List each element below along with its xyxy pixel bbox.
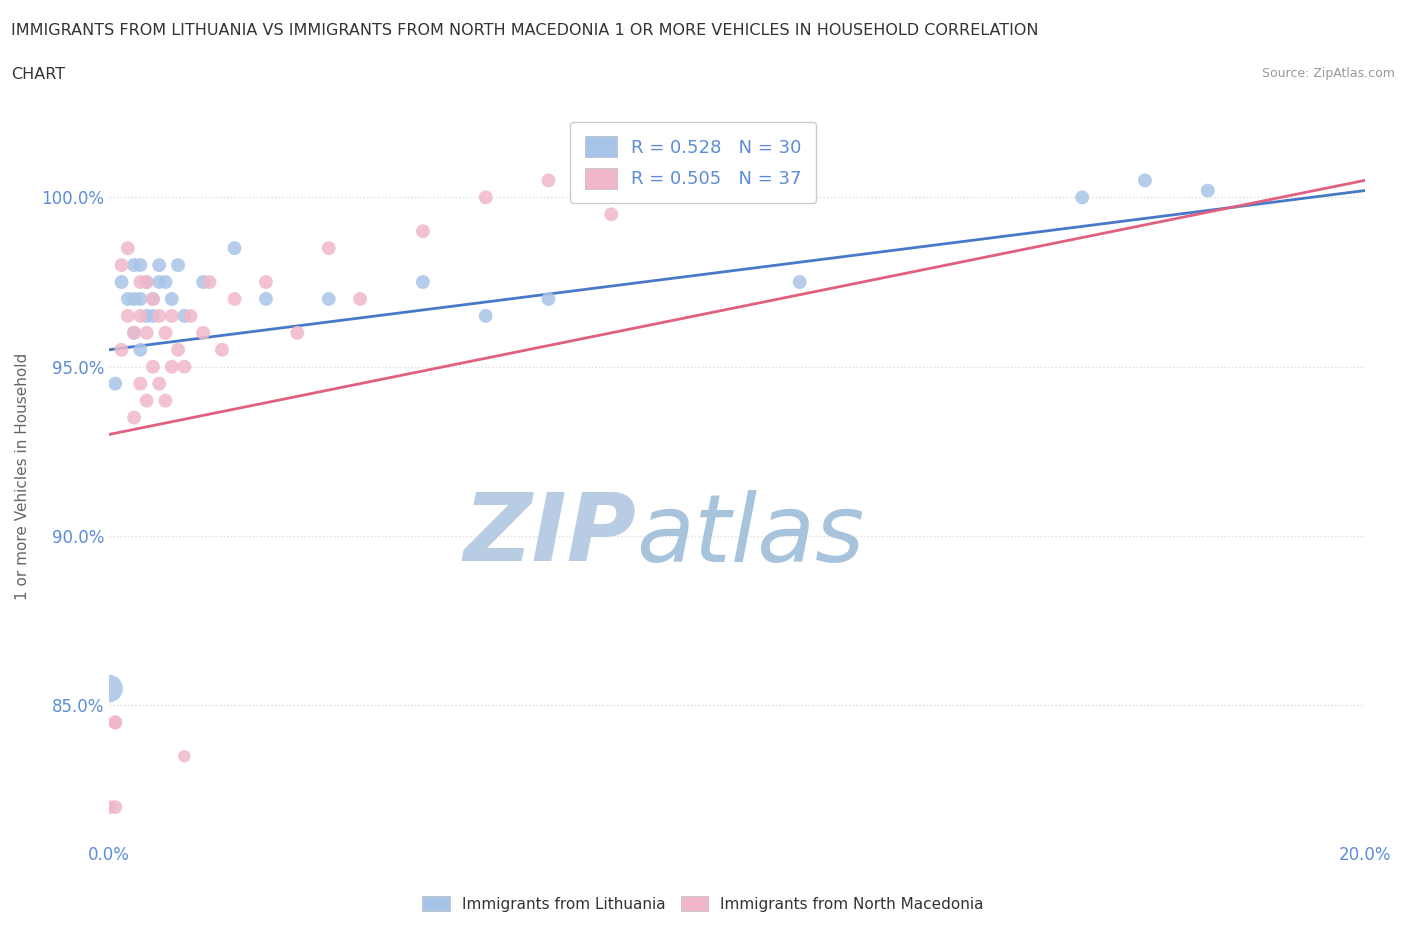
Point [537,173,560,188]
Point [135,274,157,289]
Point [129,291,152,306]
Point [117,309,139,324]
Point [537,291,560,306]
Point [129,258,152,272]
Text: CHART: CHART [11,67,65,82]
Point [160,309,183,324]
Y-axis label: 1 or more Vehicles in Household: 1 or more Vehicles in Household [15,353,30,601]
Point [173,309,195,324]
Point [110,342,132,357]
Point [142,309,165,324]
Text: atlas: atlas [637,489,865,580]
Text: IMMIGRANTS FROM LITHUANIA VS IMMIGRANTS FROM NORTH MACEDONIA 1 OR MORE VEHICLES : IMMIGRANTS FROM LITHUANIA VS IMMIGRANTS … [11,23,1039,38]
Point [155,274,177,289]
Point [98,800,121,815]
Point [600,206,623,221]
Point [474,309,496,324]
Point [110,258,132,272]
Point [1197,183,1219,198]
Point [104,715,127,730]
Point [318,241,340,256]
Point [148,377,170,392]
Point [104,715,127,730]
Point [98,681,121,696]
Point [191,274,214,289]
Point [167,258,190,272]
Point [160,359,183,374]
Point [148,309,170,324]
Point [135,274,157,289]
Point [211,342,233,357]
Point [180,309,202,324]
Point [122,326,145,340]
Point [285,326,308,340]
Point [412,224,434,239]
Point [135,326,157,340]
Point [155,393,177,408]
Point [135,393,157,408]
Point [142,291,165,306]
Point [198,274,221,289]
Point [122,291,145,306]
Point [129,342,152,357]
Point [191,326,214,340]
Point [110,274,132,289]
Point [129,274,152,289]
Text: ZIP: ZIP [464,489,637,581]
Point [129,377,152,392]
Point [117,241,139,256]
Point [122,258,145,272]
Point [104,800,127,815]
Point [254,274,277,289]
Point [1133,173,1156,188]
Legend: Immigrants from Lithuania, Immigrants from North Macedonia: Immigrants from Lithuania, Immigrants fr… [416,889,990,918]
Point [148,258,170,272]
Point [122,326,145,340]
Point [104,377,127,392]
Point [160,291,183,306]
Point [117,291,139,306]
Point [1071,190,1094,205]
Point [412,274,434,289]
Point [155,326,177,340]
Point [142,359,165,374]
Point [224,291,246,306]
Point [224,241,246,256]
Point [129,309,152,324]
Point [349,291,371,306]
Text: Source: ZipAtlas.com: Source: ZipAtlas.com [1261,67,1395,80]
Point [135,309,157,324]
Point [789,274,811,289]
Point [254,291,277,306]
Point [318,291,340,306]
Legend: R = 0.528   N = 30, R = 0.505   N = 37: R = 0.528 N = 30, R = 0.505 N = 37 [569,122,817,203]
Point [148,274,170,289]
Point [474,190,496,205]
Point [173,359,195,374]
Point [122,410,145,425]
Point [142,291,165,306]
Point [167,342,190,357]
Point [173,749,195,764]
